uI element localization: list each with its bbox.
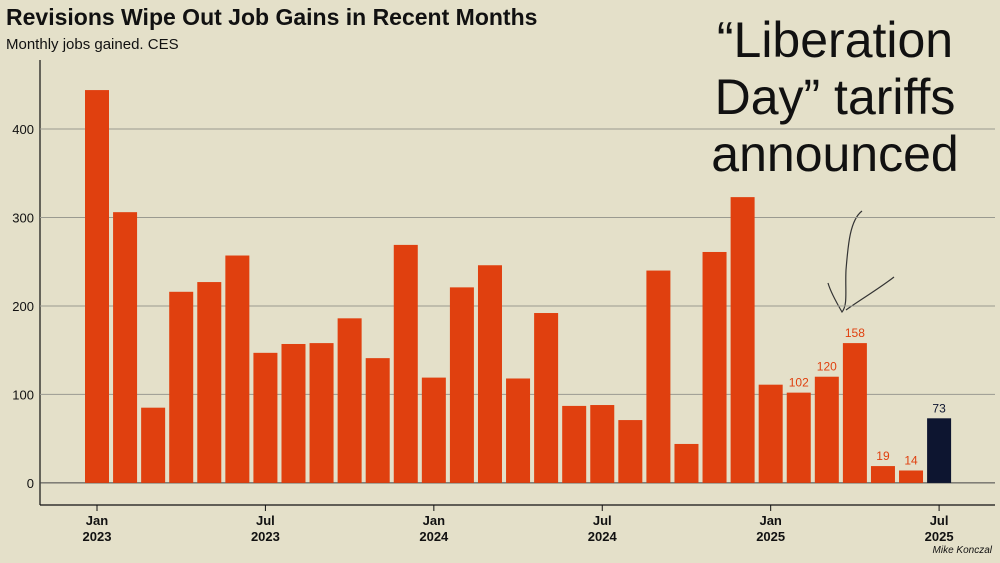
value-label: 158 xyxy=(845,326,865,340)
bar xyxy=(758,384,783,483)
bar xyxy=(337,318,362,483)
bar xyxy=(85,90,109,483)
bar xyxy=(618,420,643,483)
bar xyxy=(365,358,390,483)
bar xyxy=(899,470,924,483)
bar xyxy=(421,377,446,483)
x-tick-label: Jan 2023 xyxy=(82,513,112,544)
x-tick-label: Jan 2025 xyxy=(756,513,786,544)
bar xyxy=(814,376,839,483)
y-tick-label: 200 xyxy=(12,299,34,314)
value-label: 19 xyxy=(876,449,890,463)
annotation: “Liberation Day” tariffs announced xyxy=(711,12,959,182)
bar xyxy=(927,418,952,483)
y-tick-label: 100 xyxy=(12,387,34,402)
bar xyxy=(534,313,559,483)
bar xyxy=(169,291,194,483)
bar xyxy=(562,405,587,483)
value-label: 102 xyxy=(789,376,809,390)
bar xyxy=(253,352,278,483)
bar xyxy=(281,343,306,483)
bar xyxy=(646,270,671,483)
bar xyxy=(870,466,895,483)
bar xyxy=(449,287,474,483)
bar xyxy=(842,343,867,483)
bar xyxy=(702,251,727,483)
bar xyxy=(225,255,250,483)
x-tick-label: Jul 2024 xyxy=(587,513,617,544)
credit: Mike Konczal xyxy=(932,545,992,556)
bar xyxy=(786,392,811,483)
x-tick-label: Jul 2025 xyxy=(924,513,954,544)
chart-subtitle: Monthly jobs gained. CES xyxy=(6,36,179,53)
x-tick-label: Jan 2024 xyxy=(419,513,449,544)
bar xyxy=(506,378,531,483)
bar xyxy=(590,405,615,483)
x-tick-label: Jul 2023 xyxy=(250,513,280,544)
value-label: 73 xyxy=(932,401,946,415)
bar xyxy=(477,265,502,483)
y-tick-label: 0 xyxy=(27,476,34,491)
value-label: 14 xyxy=(904,453,918,467)
y-tick-label: 300 xyxy=(12,210,34,225)
value-label: 120 xyxy=(817,360,837,374)
bar xyxy=(113,212,138,483)
bar xyxy=(674,443,699,483)
bar xyxy=(730,197,755,483)
hand-drawn-arrow xyxy=(827,210,895,314)
bar xyxy=(141,407,166,483)
y-tick-label: 400 xyxy=(12,122,34,137)
bar xyxy=(393,244,418,483)
bar xyxy=(309,343,334,483)
bar xyxy=(197,282,222,483)
chart-title: Revisions Wipe Out Job Gains in Recent M… xyxy=(6,4,538,30)
